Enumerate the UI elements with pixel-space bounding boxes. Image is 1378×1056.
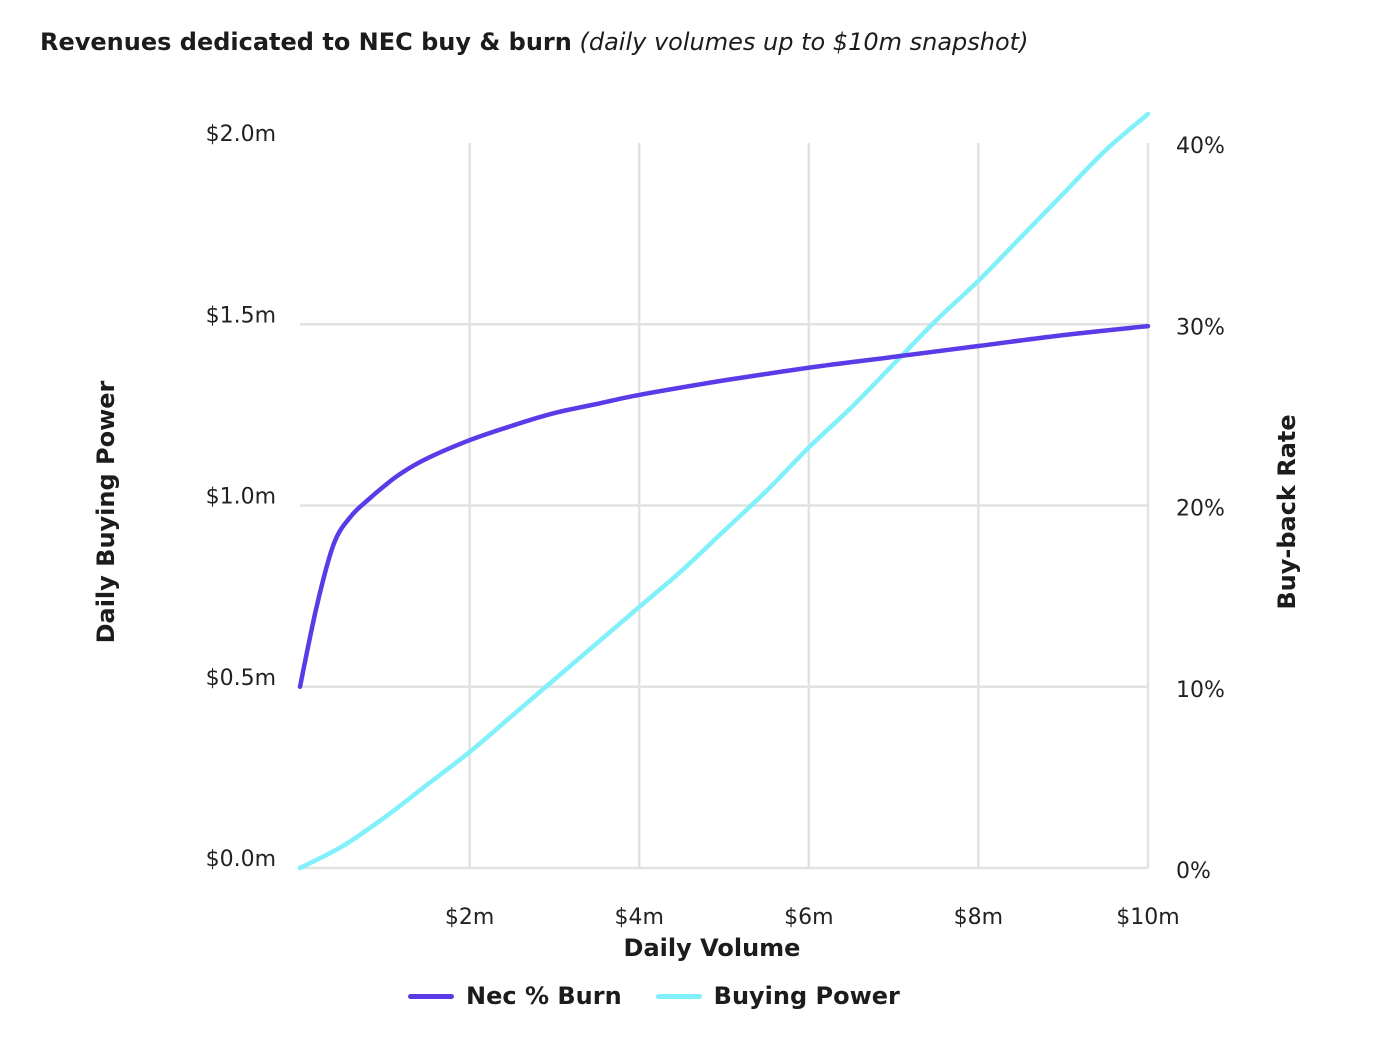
y-right-tick-label: 0% bbox=[1176, 859, 1211, 884]
legend-item-buying-power: Buying Power bbox=[655, 982, 900, 1010]
series-line-buying-power bbox=[297, 111, 1151, 871]
chart-subtitle: (daily volumes up to $10m snapshot) bbox=[579, 28, 1029, 56]
y-right-tick-label: 20% bbox=[1176, 497, 1225, 522]
y-right-tick-label: 30% bbox=[1176, 315, 1225, 340]
series-line-nec-burn bbox=[297, 323, 1151, 690]
y-left-tick-label: $2.0m bbox=[206, 122, 276, 147]
chart-title: Revenues dedicated to NEC buy & burn (da… bbox=[40, 28, 1028, 56]
x-tick-label: $4m bbox=[614, 905, 663, 930]
legend-label-buying-power: Buying Power bbox=[713, 982, 900, 1010]
y-left-tick-label: $0.0m bbox=[206, 847, 276, 872]
x-tick-label: $10m bbox=[1116, 905, 1179, 930]
x-axis-label: Daily Volume bbox=[623, 934, 801, 962]
tick-labels: $0.0m $0.5m $1.0m $1.5m $2.0m 0% 10% 20% 30% 40% $… bbox=[206, 122, 1225, 930]
y-right-tick-label: 40% bbox=[1176, 134, 1225, 159]
y-left-tick-label: $0.5m bbox=[206, 666, 276, 691]
x-tick-label: $2m bbox=[445, 905, 494, 930]
grid-lines bbox=[300, 143, 1150, 870]
legend-label-nec-burn: Nec % Burn bbox=[466, 982, 622, 1010]
legend-swatch-buying-power bbox=[655, 993, 702, 999]
y-left-tick-label: $1.5m bbox=[206, 303, 276, 328]
legend-item-nec-burn: Nec % Burn bbox=[408, 982, 622, 1010]
x-tick-label: $8m bbox=[954, 905, 1003, 930]
legend: Nec % Burn Buying Power bbox=[408, 982, 900, 1010]
legend-swatch-nec-burn bbox=[408, 993, 454, 999]
chart-title-main: Revenues dedicated to NEC buy & burn bbox=[40, 28, 572, 56]
y-right-tick-label: 10% bbox=[1176, 678, 1225, 703]
y-left-tick-label: $1.0m bbox=[206, 485, 276, 510]
x-tick-label: $6m bbox=[784, 905, 833, 930]
series-lines bbox=[297, 111, 1151, 871]
